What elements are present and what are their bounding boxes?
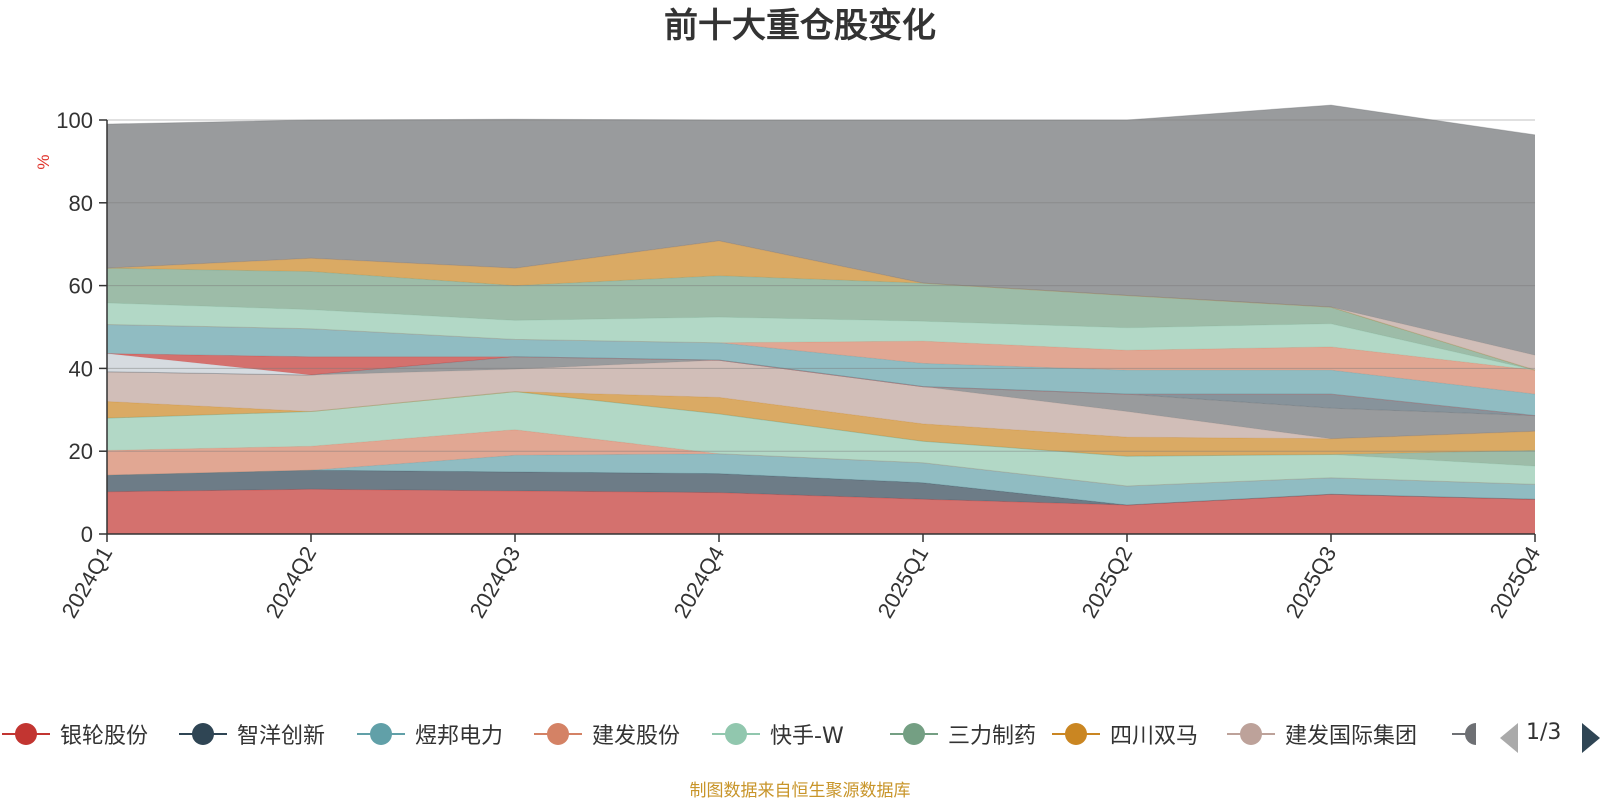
area-series-19 — [107, 105, 1535, 356]
legend-item[interactable]: 建发国际集团 — [1225, 712, 1417, 756]
grid-lines — [107, 119, 1535, 452]
legend-marker-icon — [888, 712, 940, 756]
legend-marker-icon — [710, 712, 762, 756]
legend-label: 银轮股份 — [60, 724, 149, 749]
legend-item[interactable]: 四川双马 — [1050, 712, 1198, 756]
legend-pager: 1/3 — [1500, 712, 1600, 756]
x-tick-label: 2024Q2 — [261, 542, 322, 622]
legend-item[interactable]: 三力制药 — [888, 712, 1036, 756]
y-tick-label: 20 — [69, 439, 93, 464]
legend-label: 智洋创新 — [237, 724, 326, 749]
y-tick-label: 100 — [56, 108, 93, 133]
chart-title: 前十大重仓股变化 — [664, 6, 936, 46]
y-tick-label: 60 — [69, 274, 93, 299]
area-series-1 — [107, 489, 1535, 534]
legend-marker-icon — [0, 712, 52, 756]
legend-label: 三力制药 — [948, 724, 1037, 749]
x-tick-label: 2025Q4 — [1485, 542, 1546, 622]
area-series-10 — [107, 356, 1535, 416]
area-series-8 — [107, 360, 1535, 439]
legend-marker-icon — [1225, 712, 1277, 756]
area-series-16 — [107, 268, 1535, 371]
legend-item[interactable]: 煜邦电力 — [355, 712, 503, 756]
y-tick-label: 40 — [69, 356, 93, 381]
area-series-15 — [107, 303, 1535, 371]
triangle-right-icon[interactable] — [1582, 723, 1600, 753]
legend-marker-icon — [532, 712, 584, 756]
triangle-left-icon[interactable] — [1500, 723, 1518, 753]
legend-item[interactable] — [1450, 712, 1476, 756]
legend-marker-icon — [177, 712, 229, 756]
series-areas — [106, 104, 1536, 534]
legend: 银轮股份 智洋创新 煜邦电力 建发股份 快手-W 三力制药 四川双马 建发国际集团 — [0, 712, 1600, 756]
legend-page-indicator: 1/3 — [1526, 720, 1562, 745]
area-series-5 — [107, 391, 1535, 486]
x-tick-label: 2024Q4 — [669, 542, 730, 622]
legend-item[interactable]: 建发股份 — [532, 712, 680, 756]
legend-marker-icon — [355, 712, 407, 756]
x-tick-label: 2025Q1 — [873, 542, 934, 622]
area-series-3 — [107, 453, 1535, 505]
legend-label: 建发国际集团 — [1285, 724, 1418, 749]
x-tick-label: 2024Q3 — [465, 542, 526, 622]
y-tick-label: 0 — [81, 522, 93, 547]
y-tick-label: 80 — [69, 191, 93, 216]
legend-item[interactable]: 智洋创新 — [177, 712, 325, 756]
area-series-7 — [107, 391, 1535, 457]
legend-label: 四川双马 — [1110, 724, 1199, 749]
legend-marker-icon — [1450, 712, 1476, 756]
legend-label: 快手-W — [770, 724, 844, 749]
x-tick-label: 2025Q2 — [1077, 542, 1138, 622]
legend-label: 煜邦电力 — [415, 724, 504, 749]
legend-item[interactable]: 银轮股份 — [0, 712, 148, 756]
data-source-note: 制图数据来自恒生聚源数据库 — [689, 781, 911, 801]
legend-item[interactable]: 快手-W — [710, 712, 844, 756]
area-series-2 — [107, 470, 1535, 505]
legend-marker-icon — [1050, 712, 1102, 756]
area-series-17 — [107, 240, 1535, 371]
x-tick-label: 2024Q1 — [57, 542, 118, 622]
y-axis-label: % — [34, 154, 53, 169]
area-series-19-edge — [106, 104, 1536, 136]
area-series-9 — [107, 356, 1535, 439]
area-series-13 — [107, 324, 1535, 416]
area-series-14 — [107, 324, 1535, 395]
area-series-4 — [107, 429, 1535, 486]
area-series-12 — [107, 353, 1535, 416]
x-tick-label: 2025Q3 — [1281, 542, 1342, 622]
legend-label: 建发股份 — [592, 724, 681, 749]
